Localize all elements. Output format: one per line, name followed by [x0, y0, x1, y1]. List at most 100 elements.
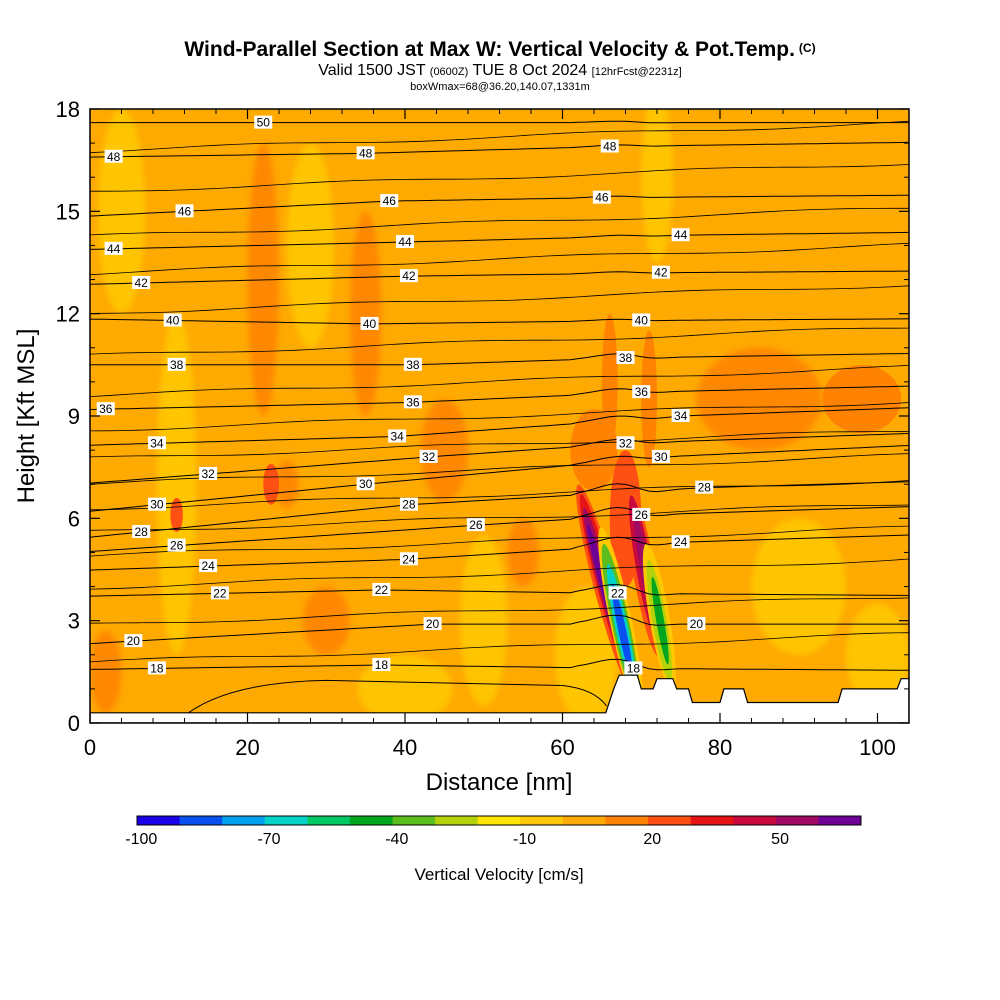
field-core — [651, 576, 669, 665]
isentrope-label: 32 — [201, 467, 215, 481]
colorbar-swatch — [307, 816, 351, 825]
isentrope-label: 26 — [170, 539, 184, 553]
field-patch-rising — [90, 630, 122, 713]
isentrope-label-box — [104, 241, 123, 255]
isentrope-label-box — [175, 204, 194, 218]
isentrope-label: 38 — [619, 351, 633, 365]
colorbar-swatch — [605, 816, 649, 825]
isentrope-label-box — [632, 313, 651, 327]
x-axis-title: Distance [nm] — [426, 769, 573, 796]
isentrope-47 — [90, 164, 909, 192]
isentrope-48 — [90, 141, 909, 158]
y-tick-label: 9 — [68, 404, 80, 429]
isentrope-label: 30 — [359, 477, 373, 491]
isentrope-49 — [90, 120, 909, 154]
field-patch-sinking — [357, 654, 453, 723]
isentrope-label-box — [399, 269, 418, 283]
colorbar-swatch — [264, 816, 308, 825]
title-block: Wind-Parallel Section at Max W: Vertical… — [0, 36, 1000, 93]
x-tick-label: 80 — [708, 735, 732, 760]
isentrope-label: 18 — [150, 661, 164, 675]
colorbar-tick-label: -10 — [513, 831, 536, 848]
isentrope-17 — [188, 679, 608, 714]
y-tick-label: 6 — [68, 506, 80, 531]
field-patch-sinking — [554, 586, 618, 723]
isentrope-label: 48 — [603, 140, 617, 154]
isentrope-label-box — [624, 661, 643, 675]
isentrope-20 — [90, 614, 909, 645]
field-updraft — [641, 330, 657, 468]
isentrope-label-box — [616, 351, 635, 365]
isentrope-label: 34 — [390, 429, 404, 443]
isentrope-label: 38 — [170, 358, 184, 372]
isentrope-label: 26 — [635, 508, 649, 522]
colorbar-swatch — [137, 816, 181, 825]
isentrope-label-box — [671, 535, 690, 549]
isentrope-label: 20 — [690, 617, 704, 631]
y-tick-label: 15 — [56, 199, 80, 224]
isentrope-label: 48 — [359, 146, 373, 160]
isentrope-label: 28 — [698, 481, 712, 495]
chart-subtitle: Valid 1500 JST (0600Z) TUE 8 Oct 2024 [1… — [0, 62, 1000, 81]
colorbar-swatch — [562, 816, 606, 825]
isentrope-label-box — [592, 190, 611, 204]
colorbar: -100 -70 -40 -10 20 50 — [125, 815, 862, 848]
isentrope-label-box — [167, 357, 186, 371]
field-patch-sinking — [286, 143, 335, 348]
isentrope-label-box — [104, 149, 123, 163]
isentrope-39 — [90, 327, 909, 355]
y-axis-title: Height [Kft MSL] — [13, 329, 40, 504]
isentrope-46 — [90, 194, 909, 217]
y-tick-label: 3 — [68, 609, 80, 634]
isentrope-label-box — [147, 436, 166, 450]
isentrope-25 — [90, 525, 909, 557]
isentrope-18 — [90, 658, 909, 671]
chart-title-text: Wind-Parallel Section at Max W: Vertical… — [184, 38, 795, 61]
x-tick-label: 100 — [859, 735, 896, 760]
isentrope-36 — [90, 385, 909, 410]
isentrope-31 — [90, 453, 909, 485]
utc-time: (0600Z) — [429, 66, 469, 78]
isentrope-label-box — [651, 449, 670, 463]
isentrope-label: 30 — [150, 498, 164, 512]
valid-time: Valid 1500 JST — [318, 62, 426, 79]
isentrope-label: 32 — [619, 436, 633, 450]
isentrope-label-box — [124, 634, 143, 648]
colorbar-swatch — [733, 816, 777, 825]
isentrope-label-box — [199, 466, 218, 480]
copyright-mark: (C) — [798, 41, 816, 55]
field-updraft — [822, 364, 902, 434]
isentrope-24 — [90, 534, 909, 571]
field-patch-rising — [696, 347, 823, 451]
isentrope-43 — [90, 242, 909, 276]
chart-title: Wind-Parallel Section at Max W: Vertical… — [0, 36, 1000, 62]
isentrope-label: 36 — [99, 402, 113, 416]
isentrope-label: 28 — [135, 525, 149, 539]
colorbar-tick-label: -70 — [257, 831, 280, 848]
isentrope-label: 22 — [375, 583, 389, 597]
isentrope-label-box — [616, 436, 635, 450]
isentrope-label-box — [403, 395, 422, 409]
isentrope-label: 22 — [611, 586, 625, 600]
isentrope-label-box — [671, 228, 690, 242]
x-tick-label: 40 — [393, 735, 417, 760]
isentrope-label-box — [356, 477, 375, 491]
isentrope-44 — [90, 231, 909, 250]
isentrope-label-box — [360, 316, 379, 330]
isentrope-label-box — [132, 524, 151, 538]
isentrope-label-box — [600, 139, 619, 153]
isentrope-34 — [90, 407, 909, 446]
isentrope-label-box — [372, 582, 391, 596]
isentrope-label: 20 — [426, 617, 440, 631]
isentrope-26 — [90, 506, 909, 552]
colorbar-tick-label: 20 — [643, 831, 661, 848]
field-patch-rising — [275, 460, 299, 509]
isentrope-30 — [90, 445, 909, 512]
isentrope-label: 28 — [402, 498, 416, 512]
field-patch-sinking — [846, 603, 909, 706]
isentrope-label: 50 — [257, 116, 271, 130]
isentrope-label: 34 — [674, 409, 688, 423]
isentrope-label: 24 — [674, 535, 688, 549]
isentrope-label-box — [147, 497, 166, 511]
